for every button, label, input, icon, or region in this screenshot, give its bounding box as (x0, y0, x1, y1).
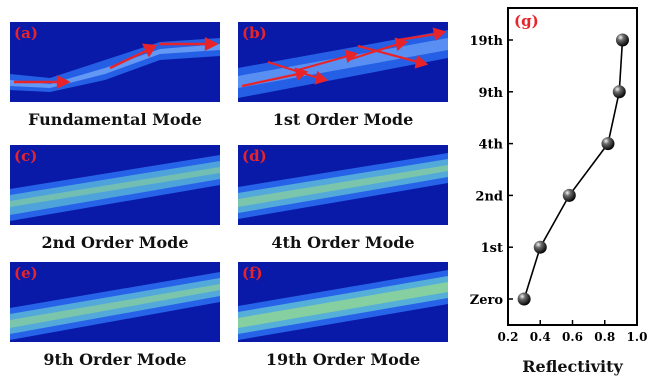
x-tick-label: 0.4 (530, 330, 551, 344)
y-tick-label: 9th (478, 86, 503, 101)
mode-field-image (238, 22, 448, 102)
data-point (517, 292, 531, 306)
x-axis-title: Reflectivity (522, 357, 623, 376)
panel-label: (d) (242, 147, 267, 165)
y-tick-label: 19th (469, 34, 503, 49)
data-point (612, 85, 626, 99)
panel-label: (a) (14, 24, 38, 42)
y-tick-label: 4th (478, 138, 503, 153)
mode-field-image (10, 22, 220, 102)
panel-caption: 9th Order Mode (43, 350, 187, 369)
mode-field-image (238, 145, 448, 225)
panel-label: (b) (242, 24, 267, 42)
panel-caption: 2nd Order Mode (41, 233, 189, 252)
x-tick-label: 0.2 (498, 330, 519, 344)
panel-b-image: (b) (238, 22, 448, 102)
chart-label: (g) (514, 12, 539, 30)
panel-c-image: (c) (10, 145, 220, 225)
arrow-icon (241, 27, 447, 88)
panel-label: (c) (14, 147, 38, 165)
panel-caption: 4th Order Mode (271, 233, 415, 252)
panel-a-image: (a) (10, 22, 220, 102)
mode-field-image (238, 262, 448, 342)
mode-field-image (10, 262, 220, 342)
mode-field-image (10, 145, 220, 225)
data-point (601, 137, 615, 151)
series-line (523, 39, 624, 300)
y-tick-label: 2nd (475, 189, 503, 204)
panel-f-image: (f) (238, 262, 448, 342)
data-point (562, 188, 576, 202)
panel-caption: Fundamental Mode (28, 110, 202, 129)
data-point (615, 33, 629, 47)
y-tick-label: Zero (470, 293, 504, 308)
x-tick-label: 0.8 (594, 330, 615, 344)
x-tick-label: 0.6 (562, 330, 583, 344)
panel-caption: 19th Order Mode (265, 350, 421, 369)
x-tick-label: 1.0 (627, 330, 648, 344)
panel-caption: 1st Order Mode (272, 110, 414, 129)
panel-e-image: (e) (10, 262, 220, 342)
arrow-icon (14, 37, 219, 89)
panel-label: (f) (242, 264, 263, 282)
panel-d-image: (d) (238, 145, 448, 225)
y-tick-label: 1st (481, 241, 503, 256)
plot-frame (507, 7, 638, 326)
panel-label: (e) (14, 264, 38, 282)
data-point (533, 240, 547, 254)
